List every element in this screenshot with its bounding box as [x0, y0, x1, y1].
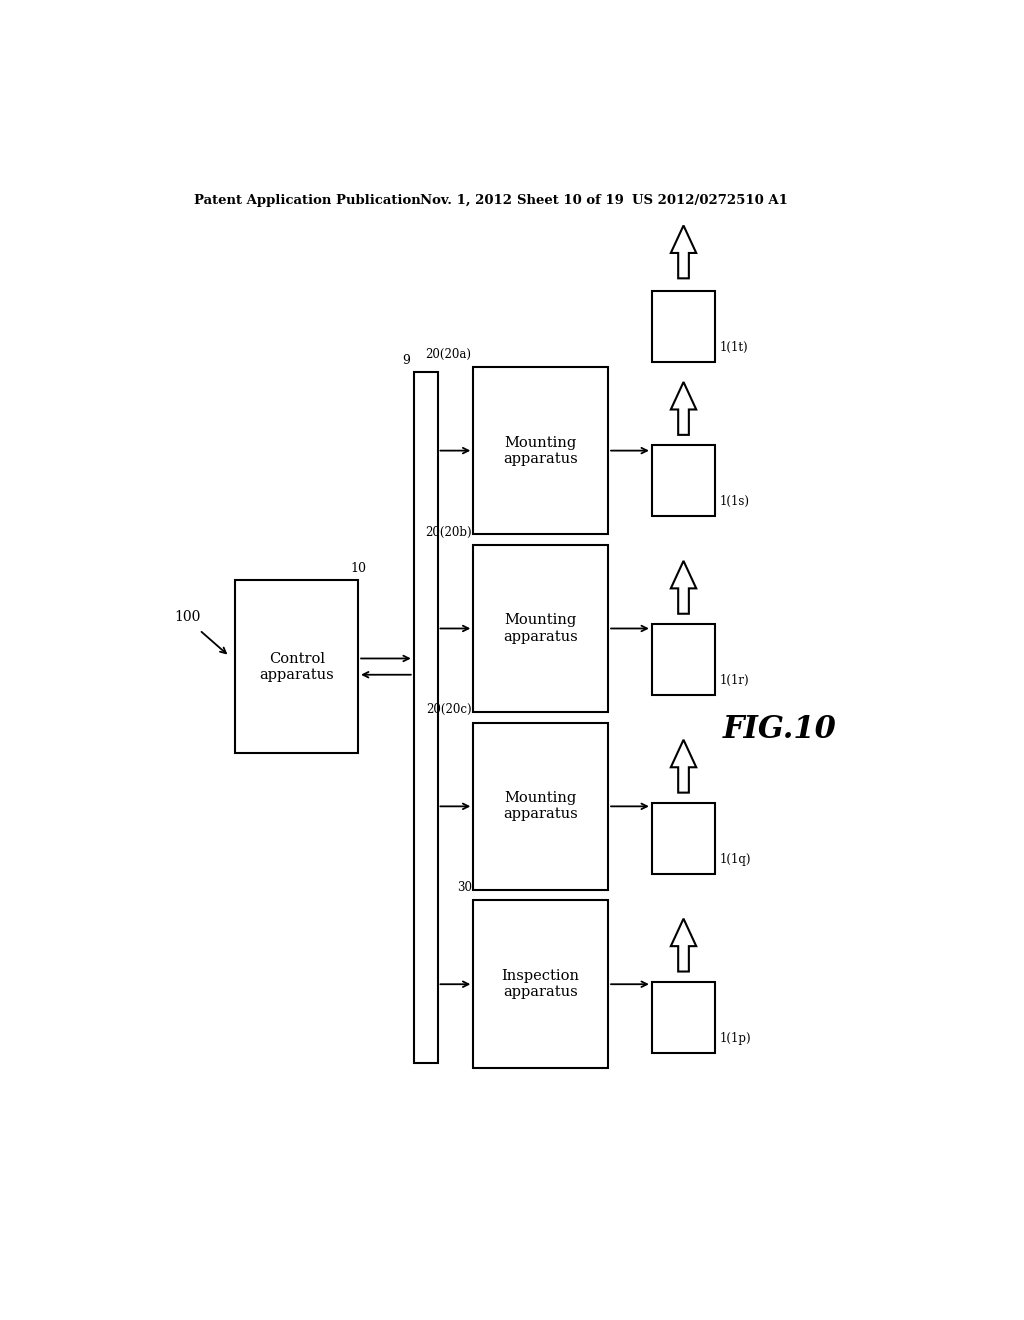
Text: 1(1q): 1(1q) — [719, 853, 751, 866]
Text: 9: 9 — [401, 354, 410, 367]
Text: 1(1s): 1(1s) — [719, 495, 750, 508]
Text: Mounting
apparatus: Mounting apparatus — [504, 436, 578, 466]
Bar — [236, 581, 358, 752]
Bar — [473, 367, 608, 535]
Bar — [473, 900, 608, 1068]
Text: 1(1r): 1(1r) — [719, 675, 749, 686]
Bar — [652, 445, 715, 516]
Text: 30: 30 — [457, 882, 472, 894]
Text: Nov. 1, 2012: Nov. 1, 2012 — [420, 194, 512, 207]
Polygon shape — [671, 561, 696, 614]
Text: Sheet 10 of 19: Sheet 10 of 19 — [517, 194, 624, 207]
Bar — [414, 372, 437, 1063]
Text: FIG.10: FIG.10 — [723, 714, 837, 744]
Bar — [652, 290, 715, 362]
Text: 20(20b): 20(20b) — [425, 525, 472, 539]
Text: 20(20a): 20(20a) — [426, 347, 472, 360]
Text: 1(1t): 1(1t) — [719, 341, 748, 354]
Text: Inspection
apparatus: Inspection apparatus — [502, 969, 580, 999]
Bar — [652, 803, 715, 874]
Bar — [473, 545, 608, 713]
Text: Control
apparatus: Control apparatus — [259, 652, 334, 681]
Text: 20(20c): 20(20c) — [426, 704, 472, 717]
Polygon shape — [671, 226, 696, 279]
Text: Mounting
apparatus: Mounting apparatus — [504, 791, 578, 821]
Polygon shape — [671, 381, 696, 434]
Text: Patent Application Publication: Patent Application Publication — [194, 194, 421, 207]
Bar — [473, 722, 608, 890]
Bar — [652, 982, 715, 1053]
Bar — [652, 624, 715, 696]
Text: 10: 10 — [350, 562, 367, 576]
Text: Mounting
apparatus: Mounting apparatus — [504, 614, 578, 644]
Text: 1(1p): 1(1p) — [719, 1032, 751, 1044]
Text: 100: 100 — [174, 610, 201, 624]
Text: US 2012/0272510 A1: US 2012/0272510 A1 — [632, 194, 787, 207]
Polygon shape — [671, 739, 696, 792]
Polygon shape — [671, 919, 696, 972]
